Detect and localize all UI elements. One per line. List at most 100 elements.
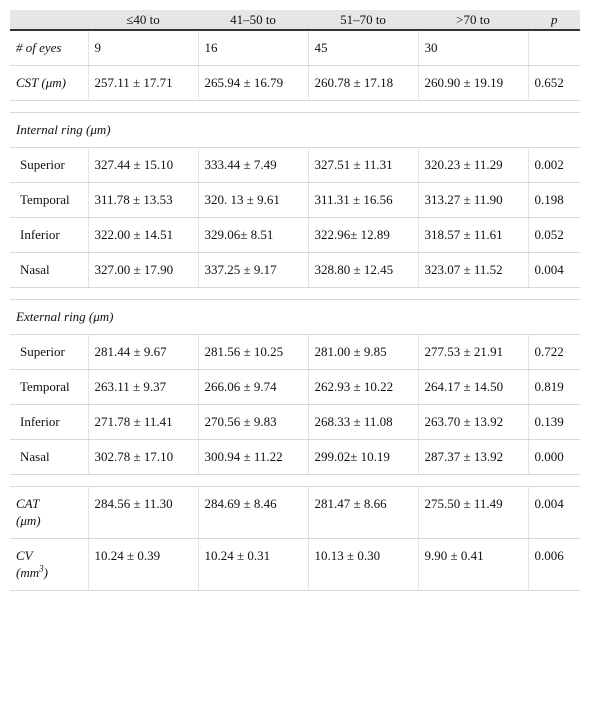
label-text: CAT (μm) <box>16 496 41 528</box>
data-table: ≤40 to 41–50 to 51–70 to >70 to p # of eyes 9… <box>10 10 580 591</box>
value-cell: 10.24 ± 0.39 <box>87 538 198 591</box>
value-cell: 329.06± 8.51 <box>197 217 308 253</box>
label-text: CST (μm) <box>16 75 66 90</box>
value-cell: 0.052 <box>527 217 580 253</box>
value-cell: 333.44 ± 7.49 <box>197 147 308 183</box>
value-cell: 300.94 ± 11.22 <box>197 439 308 475</box>
value-cell: 260.90 ± 19.19 <box>417 65 528 101</box>
spacer-cell <box>10 474 580 487</box>
value-cell: 9 <box>87 30 198 66</box>
value-cell: 313.27 ± 11.90 <box>417 182 528 218</box>
value-cell: 0.002 <box>527 147 580 183</box>
value-cell: 327.00 ± 17.90 <box>87 252 198 288</box>
value-cell: 277.53 ± 21.91 <box>417 334 528 370</box>
value-cell: 299.02± 10.19 <box>307 439 418 475</box>
value-cell: 281.44 ± 9.67 <box>87 334 198 370</box>
value-cell: 270.56 ± 9.83 <box>197 404 308 440</box>
spacer-cell <box>10 100 580 113</box>
label-text: Nasal <box>20 449 50 464</box>
data-row: Nasal 327.00 ± 17.90 337.25 ± 9.17 328.80 ±… <box>10 252 580 288</box>
data-row: Nasal 302.78 ± 17.10 300.94 ± 11.22 299.02±… <box>10 439 580 475</box>
value-cell: 10.13 ± 0.30 <box>307 538 418 591</box>
value-cell: 318.57 ± 11.61 <box>417 217 528 253</box>
row-label: Superior <box>10 147 88 183</box>
value-cell: 0.004 <box>527 486 580 539</box>
label-superscript: 3 <box>39 563 44 574</box>
row-label: Temporal <box>10 182 88 218</box>
value-cell: 0.722 <box>527 334 580 370</box>
value-cell: 323.07 ± 11.52 <box>417 252 528 288</box>
value-cell: 320. 13 ± 9.61 <box>197 182 308 218</box>
value-cell: 322.96± 12.89 <box>307 217 418 253</box>
value-cell: 311.78 ± 13.53 <box>87 182 198 218</box>
data-row: Temporal 311.78 ± 13.53 320. 13 ± 9.61 311.… <box>10 182 580 218</box>
value-cell: 302.78 ± 17.10 <box>87 439 198 475</box>
value-cell: 327.44 ± 15.10 <box>87 147 198 183</box>
value-cell: 328.80 ± 12.45 <box>307 252 418 288</box>
section-heading: Internal ring (μm) <box>10 112 580 148</box>
label-text: Temporal <box>20 192 70 207</box>
label-text: Nasal <box>20 262 50 277</box>
row-label: CV (mm3) <box>10 538 88 591</box>
label-tail: ) <box>43 565 48 580</box>
value-cell: 266.06 ± 9.74 <box>197 369 308 405</box>
value-cell: 45 <box>307 30 418 66</box>
value-cell: 284.56 ± 11.30 <box>87 486 198 539</box>
value-cell: 0.652 <box>527 65 580 101</box>
data-row: CST (μm) 257.11 ± 17.71 265.94 ± 16.79 260.… <box>10 65 580 101</box>
spacer-row <box>10 287 580 300</box>
value-cell: 322.00 ± 14.51 <box>87 217 198 253</box>
row-label: CST (μm) <box>10 65 88 101</box>
value-cell: 9.90 ± 0.41 <box>417 538 528 591</box>
value-cell: 264.17 ± 14.50 <box>417 369 528 405</box>
value-cell: 0.006 <box>527 538 580 591</box>
value-cell: 281.00 ± 9.85 <box>307 334 418 370</box>
value-cell: 0.000 <box>527 439 580 475</box>
value-cell: 263.11 ± 9.37 <box>87 369 198 405</box>
row-label: Temporal <box>10 369 88 405</box>
row-label: CAT (μm) <box>10 486 88 539</box>
spacer-row <box>10 474 580 487</box>
value-cell: 263.70 ± 13.92 <box>417 404 528 440</box>
row-label: Inferior <box>10 217 88 253</box>
header-cell <box>10 10 88 31</box>
value-cell: 311.31 ± 16.56 <box>307 182 418 218</box>
value-cell: 281.56 ± 10.25 <box>197 334 308 370</box>
value-cell: 271.78 ± 11.41 <box>87 404 198 440</box>
section-row: External ring (μm) <box>10 299 580 335</box>
value-cell: 0.198 <box>527 182 580 218</box>
spacer-cell <box>10 287 580 300</box>
table-body: # of eyes 9 16 45 30 CST (μm) 257.11 ± 17.71 26… <box>10 30 580 591</box>
data-row: Inferior 322.00 ± 14.51 329.06± 8.51 322.96… <box>10 217 580 253</box>
column-header: 41–50 to <box>197 10 308 31</box>
value-cell: 260.78 ± 17.18 <box>307 65 418 101</box>
value-cell: 327.51 ± 11.31 <box>307 147 418 183</box>
spacer-row <box>10 100 580 113</box>
label-text: Inferior <box>20 414 60 429</box>
value-cell: 268.33 ± 11.08 <box>307 404 418 440</box>
value-cell: 30 <box>417 30 528 66</box>
data-row: Superior 327.44 ± 15.10 333.44 ± 7.49 327.5… <box>10 147 580 183</box>
empty-cell <box>527 30 580 66</box>
row-label: Nasal <box>10 252 88 288</box>
label-text: CV (mm <box>16 548 40 580</box>
column-header: p <box>527 10 580 31</box>
column-header: >70 to <box>417 10 528 31</box>
value-cell: 287.37 ± 13.92 <box>417 439 528 475</box>
value-cell: 0.819 <box>527 369 580 405</box>
value-cell: 320.23 ± 11.29 <box>417 147 528 183</box>
data-row: Temporal 263.11 ± 9.37 266.06 ± 9.74 262.93… <box>10 369 580 405</box>
column-header: 51–70 to <box>307 10 418 31</box>
row-label: # of eyes <box>10 30 88 66</box>
value-cell: 257.11 ± 17.71 <box>87 65 198 101</box>
value-cell: 262.93 ± 10.22 <box>307 369 418 405</box>
value-cell: 284.69 ± 8.46 <box>197 486 308 539</box>
row-label: Nasal <box>10 439 88 475</box>
data-row: Inferior 271.78 ± 11.41 270.56 ± 9.83 268.3… <box>10 404 580 440</box>
section-row: Internal ring (μm) <box>10 112 580 148</box>
label-text: Superior <box>20 157 65 172</box>
label-text: Superior <box>20 344 65 359</box>
data-row: # of eyes 9 16 45 30 <box>10 30 580 66</box>
value-cell: 10.24 ± 0.31 <box>197 538 308 591</box>
